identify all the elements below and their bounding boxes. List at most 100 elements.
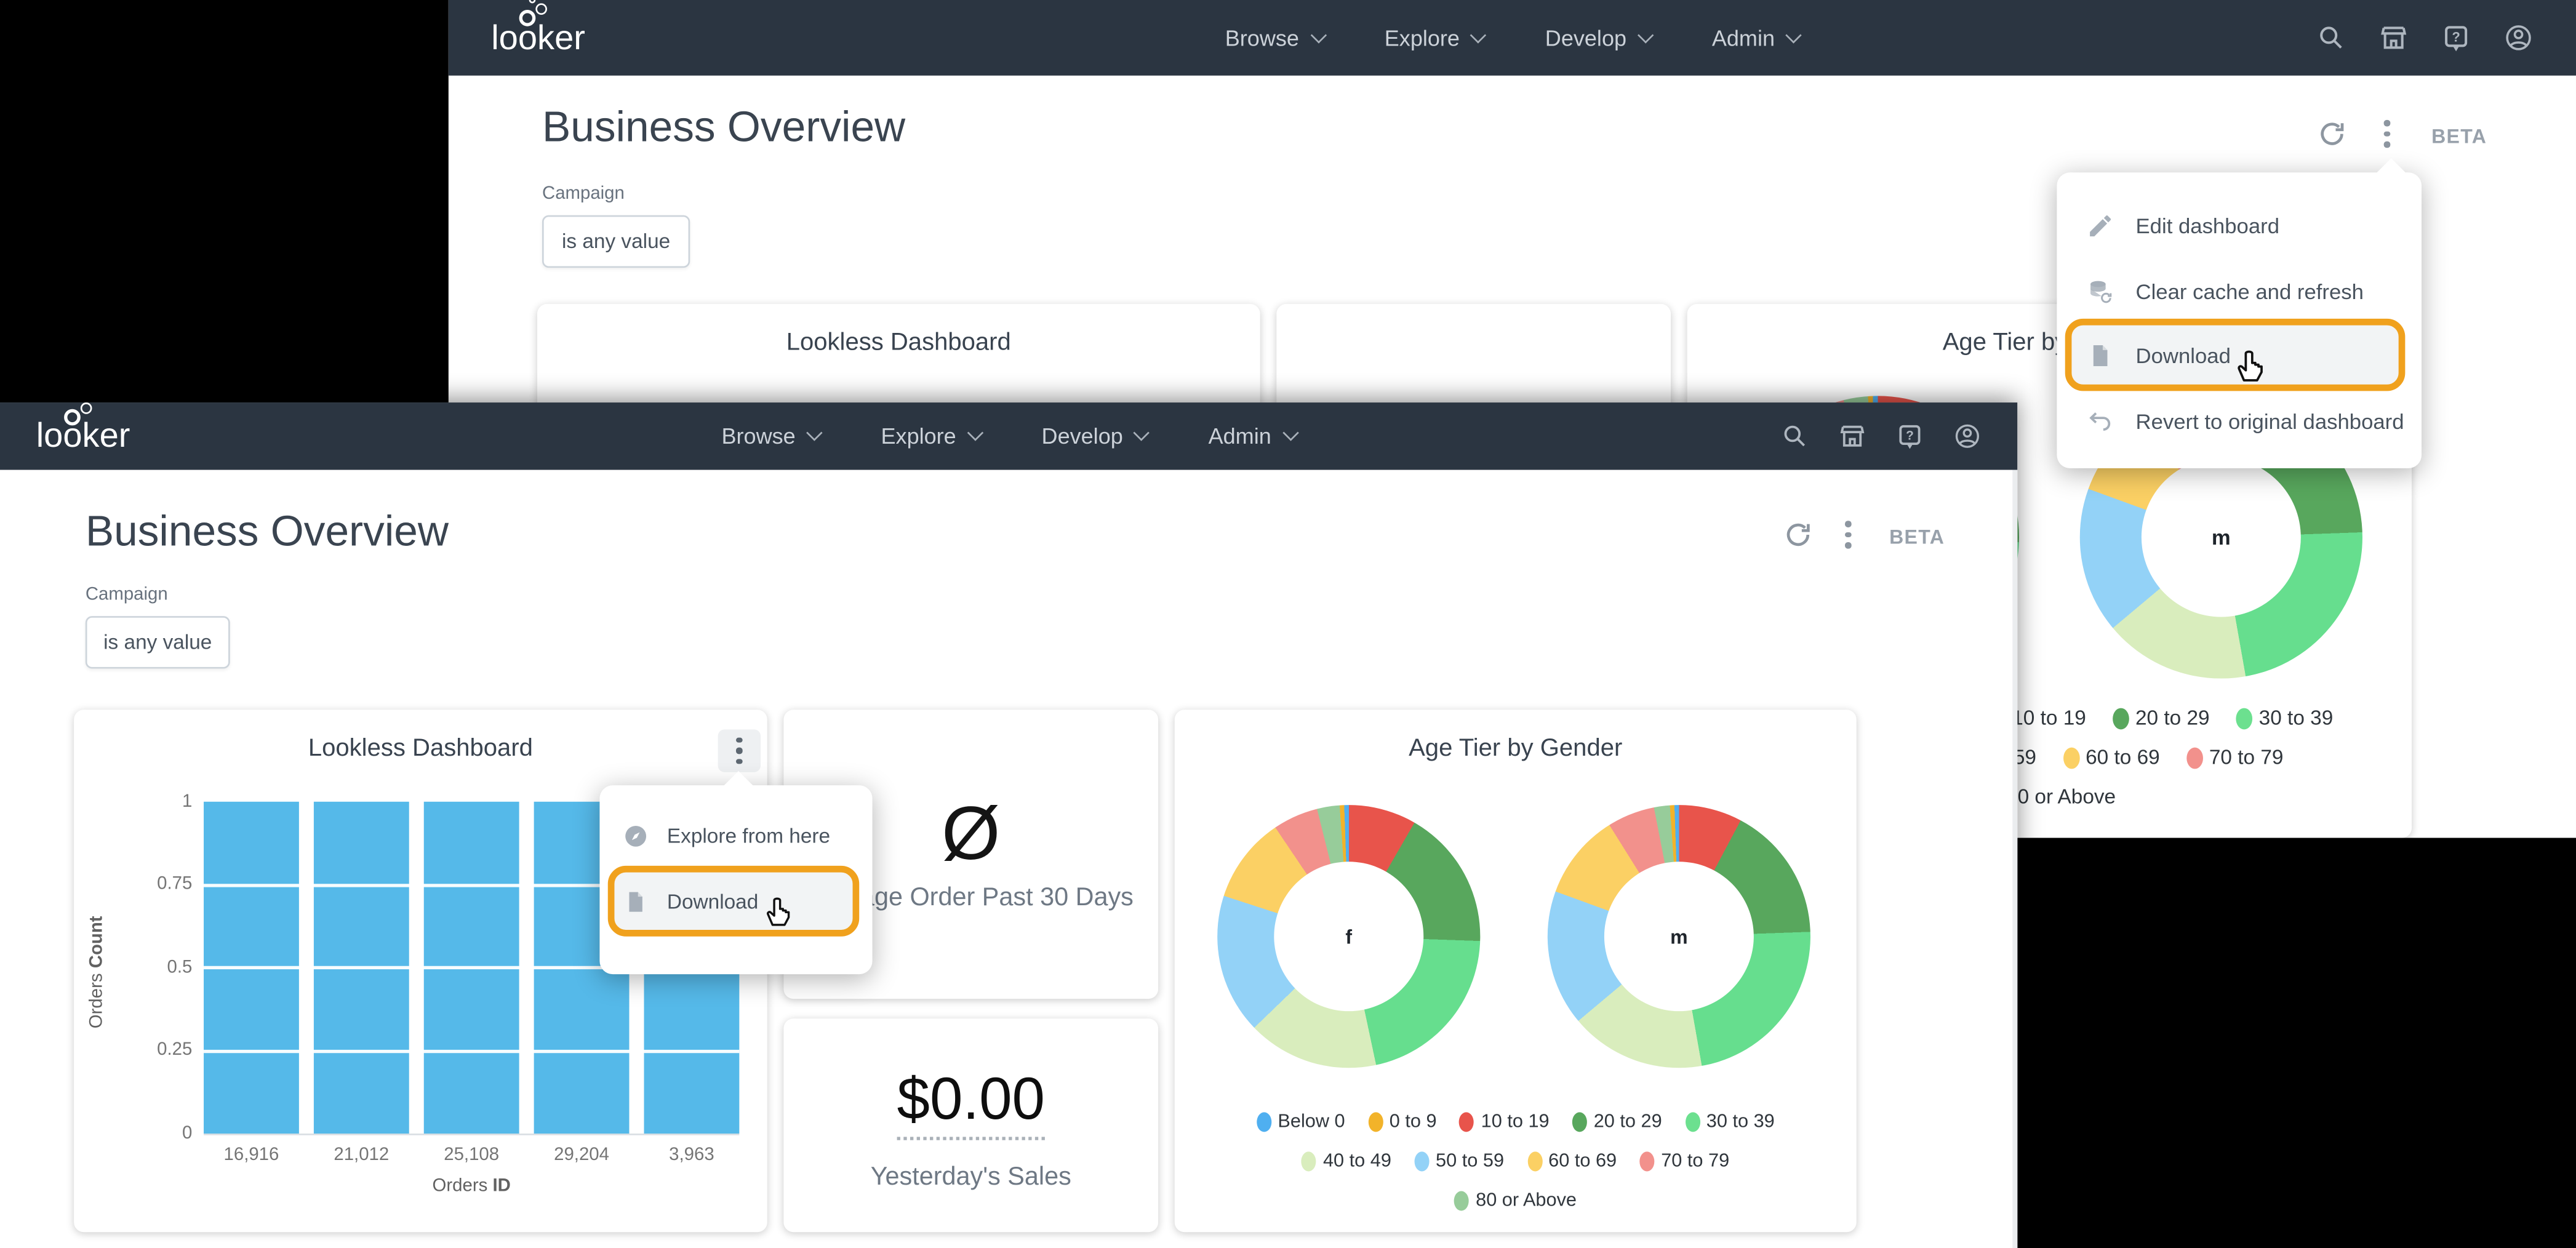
nav-menus: Browse Explore Develop Admin <box>1225 25 1802 50</box>
bar-chart-plot <box>204 801 740 1135</box>
dashboard-actions-button[interactable] <box>1845 521 1851 549</box>
nav-explore[interactable]: Explore <box>881 424 983 449</box>
tile-title: Age Tier by Gender <box>1409 734 1623 762</box>
dashboard-actions-button[interactable] <box>2383 119 2390 148</box>
database-refresh-icon <box>2089 279 2112 303</box>
account-icon[interactable] <box>1953 422 1981 450</box>
marketplace-icon[interactable] <box>1838 422 1866 450</box>
menu-item-explore-from-here[interactable]: Explore from here <box>599 810 872 862</box>
tile-actions-button[interactable] <box>718 729 761 772</box>
y-tick: 0.5 <box>167 958 193 978</box>
x-tick: 29,204 <box>554 1145 609 1165</box>
search-icon[interactable] <box>2316 23 2346 52</box>
donut-center-label: m <box>2141 457 2301 617</box>
nav-admin[interactable]: Admin <box>1712 25 1802 50</box>
marketplace-icon[interactable] <box>2379 23 2409 52</box>
tile-title: Lookless Dashboard <box>308 734 533 762</box>
refresh-dashboard-button[interactable] <box>1783 519 1814 551</box>
null-value-symbol: Ø <box>941 790 1001 876</box>
nav-explore[interactable]: Explore <box>1385 25 1487 50</box>
donut-chart-f: f <box>1217 805 1481 1068</box>
y-tick: 0.25 <box>157 1039 193 1060</box>
help-icon[interactable] <box>2441 23 2471 52</box>
account-icon[interactable] <box>2504 23 2534 52</box>
pencil-icon <box>2090 214 2111 236</box>
donut-legend-row: 40 to 49 50 to 59 60 to 69 70 to 79 <box>1175 1151 1857 1172</box>
beta-badge: BETA <box>1889 526 1945 549</box>
document-icon <box>629 892 642 912</box>
legend-item: 70 to 79 <box>2186 746 2283 769</box>
legend-item: 30 to 39 <box>1685 1112 1775 1132</box>
y-axis-title: Orders Count <box>87 916 107 1029</box>
campaign-filter-chip[interactable]: is any value <box>542 215 690 268</box>
donut-chart-m: m <box>1547 805 1810 1068</box>
legend-item: 60 to 69 <box>2062 746 2160 769</box>
dashboard-context-menu: Edit dashboard Clear cache and refresh D… <box>2057 158 2422 468</box>
nav-admin[interactable]: Admin <box>1209 424 1298 449</box>
menu-item-edit-dashboard[interactable]: Edit dashboard <box>2057 199 2422 251</box>
nav-icon-group <box>2316 23 2533 52</box>
looker-logo[interactable]: looker <box>491 18 585 57</box>
legend-item: 30 to 39 <box>2236 706 2333 729</box>
cursor-hand-icon <box>767 897 790 926</box>
donut-legend-row: 80 or Above <box>1175 1191 1857 1211</box>
legend-item: 10 to 19 <box>1459 1112 1550 1132</box>
cursor-hand-icon <box>2238 350 2263 382</box>
filter-label: Campaign <box>85 585 168 605</box>
nav-browse[interactable]: Browse <box>1225 25 1326 50</box>
x-tick: 21,012 <box>334 1145 390 1165</box>
chevron-down-icon <box>1637 26 1654 43</box>
donut-center-label: m <box>1604 862 1754 1012</box>
legend-item: 40 to 49 <box>1302 1151 1391 1172</box>
tile-context-menu: Explore from here Download <box>599 770 873 975</box>
menu-item-download[interactable]: Download <box>599 876 872 928</box>
x-tick-row: 16,916 21,012 25,108 29,204 3,963 <box>204 1145 739 1165</box>
nav-browse[interactable]: Browse <box>722 424 823 449</box>
menu-item-clear-cache[interactable]: Clear cache and refresh <box>2057 265 2422 317</box>
page-title: Business Overview <box>85 506 449 556</box>
top-nav: looker Browse Explore Develop Admin <box>448 0 2576 76</box>
search-icon[interactable] <box>1781 422 1809 450</box>
y-tick: 0.75 <box>157 874 193 894</box>
legend-item: 0 to 9 <box>1368 1112 1437 1132</box>
tile-title: Lookless Dashboard <box>786 328 1011 357</box>
gridline <box>204 966 740 970</box>
filter-label: Campaign <box>542 183 625 204</box>
chevron-down-icon <box>967 425 983 441</box>
legend-item: 20 to 29 <box>2112 706 2210 729</box>
window-looker-foreground: looker Browse Explore Develop Admin Busi… <box>0 402 2018 1248</box>
chevron-down-icon <box>806 425 823 441</box>
nav-develop[interactable]: Develop <box>1042 424 1150 449</box>
legend-item: 60 to 69 <box>1527 1151 1617 1172</box>
chevron-down-icon <box>1785 26 1802 43</box>
legend-item: 50 to 59 <box>1414 1151 1504 1172</box>
sales-value: $0.00 <box>783 1064 1158 1140</box>
looker-logo[interactable]: looker <box>36 417 130 455</box>
tile-yesterdays-sales: $0.00 Yesterday's Sales <box>783 1018 1159 1233</box>
download-highlight <box>607 865 860 937</box>
menu-item-revert-dashboard[interactable]: Revert to original dashboard <box>2057 394 2422 447</box>
campaign-filter-chip[interactable]: is any value <box>85 616 230 669</box>
nav-menus: Browse Explore Develop Admin <box>722 424 1298 449</box>
y-tick: 1 <box>182 791 193 812</box>
x-axis-title: Orders ID <box>432 1176 511 1196</box>
help-icon[interactable] <box>1896 422 1924 450</box>
refresh-dashboard-button[interactable] <box>2316 118 2348 150</box>
x-tick: 25,108 <box>444 1145 500 1165</box>
x-tick: 3,963 <box>669 1145 714 1165</box>
popup-caret <box>2376 158 2407 189</box>
document-icon <box>2093 344 2108 366</box>
legend-item: 20 to 29 <box>1572 1112 1662 1132</box>
beta-badge: BETA <box>2431 124 2487 148</box>
download-highlight <box>2065 318 2406 391</box>
x-tick: 16,916 <box>223 1145 279 1165</box>
top-nav: looker Browse Explore Develop Admin <box>0 402 2018 470</box>
chevron-down-icon <box>1470 26 1487 43</box>
donut-legend-row: Below 0 0 to 9 10 to 19 20 to 29 30 to 3… <box>1175 1112 1857 1132</box>
legend-item: 10 to 19 <box>1988 706 2086 729</box>
menu-item-download[interactable]: Download <box>2057 329 2422 381</box>
undo-icon <box>2090 411 2111 430</box>
tile-age-tier-by-gender: Age Tier by Gender f m Below 0 0 to 9 10… <box>1174 710 1857 1233</box>
nav-develop[interactable]: Develop <box>1545 25 1654 50</box>
